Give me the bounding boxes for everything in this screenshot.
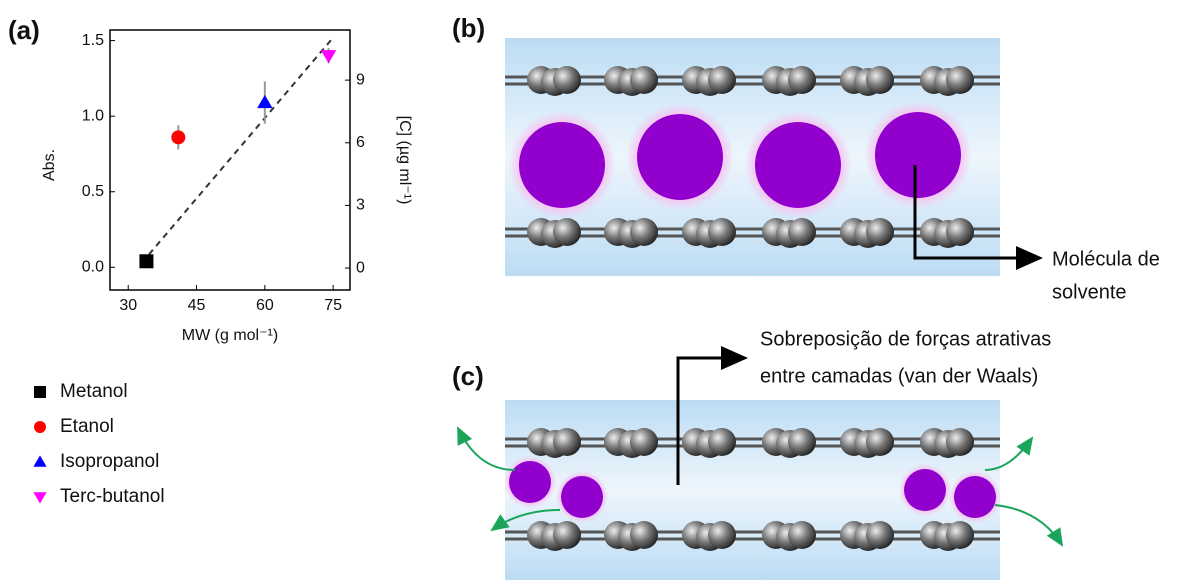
chart: 30 45 60 75 0.0 0.5 1.0 1.5 0 3 6 9 MW (g mol⁻¹) Abs.…: [33, 30, 412, 507]
legend-label: Etanol: [60, 416, 114, 437]
legend-label: Terc-butanol: [60, 486, 165, 507]
carbon-atom: [866, 66, 894, 94]
y2-tick-label: 6: [356, 134, 365, 151]
annotation: Molécula de: [1052, 248, 1160, 270]
carbon-atom: [788, 521, 816, 549]
carbon-atom: [553, 521, 581, 549]
carbon-atom: [788, 218, 816, 246]
x-tick-label: 75: [324, 297, 342, 314]
solvent-molecule: [509, 461, 551, 503]
annotation: solvente: [1052, 281, 1127, 303]
carbon-atom: [866, 218, 894, 246]
carbon-atom: [946, 66, 974, 94]
carbon-atom: [866, 521, 894, 549]
panel-label: (b): [452, 13, 485, 43]
x-tick-label: 45: [188, 297, 206, 314]
fit-line: [142, 38, 333, 263]
y2-tick-label: 3: [356, 197, 365, 214]
y2-tick-label: 0: [356, 259, 365, 276]
carbon-atom: [708, 218, 736, 246]
carbon-atom: [708, 428, 736, 456]
exit-arrow: [995, 505, 1062, 545]
carbon-atom: [553, 66, 581, 94]
carbon-atom: [946, 521, 974, 549]
x-axis-label: MW (g mol⁻¹): [182, 327, 278, 344]
carbon-atom: [708, 66, 736, 94]
carbon-atom: [553, 428, 581, 456]
carbon-atom: [630, 66, 658, 94]
marker: [34, 421, 46, 433]
panel-label: (a): [8, 15, 40, 45]
legend-label: Metanol: [60, 381, 128, 402]
y-tick-label: 1.0: [82, 107, 104, 124]
annotation: entre camadas (van der Waals): [760, 365, 1038, 387]
solvent-molecule: [755, 122, 841, 208]
carbon-atom: [946, 218, 974, 246]
carbon-atom: [630, 521, 658, 549]
y2-axis-label: [C] (µg ml⁻¹): [396, 116, 413, 205]
y-axis-label: Abs.: [41, 149, 58, 181]
carbon-atom: [946, 428, 974, 456]
carbon-atom: [630, 218, 658, 246]
carbon-atom: [553, 218, 581, 246]
marker: [34, 386, 46, 398]
solvent-molecule: [519, 122, 605, 208]
marker: [321, 50, 336, 63]
y-tick-label: 0.0: [82, 259, 104, 276]
carbon-atom: [788, 428, 816, 456]
annotation: Sobreposição de forças atrativas: [760, 328, 1051, 350]
y2-tick-label: 9: [356, 71, 365, 88]
carbon-atom: [708, 521, 736, 549]
solvent-molecule: [904, 469, 946, 511]
y-tick-label: 0.5: [82, 183, 104, 200]
marker: [171, 130, 185, 144]
legend-label: Isopropanol: [60, 451, 159, 472]
solvent-molecule: [637, 114, 723, 200]
marker: [33, 492, 46, 503]
carbon-atom: [866, 428, 894, 456]
diagram: Molécula de solvente Sobreposição de força…: [458, 38, 1160, 580]
marker: [257, 95, 272, 108]
carbon-atom: [630, 428, 658, 456]
carbon-atom: [788, 66, 816, 94]
y-tick-label: 1.5: [82, 32, 104, 49]
solvent-molecule: [954, 476, 996, 518]
marker: [139, 254, 153, 268]
marker: [33, 455, 46, 466]
solvent-molecule: [561, 476, 603, 518]
x-tick-label: 60: [256, 297, 274, 314]
figure: (a) (b) (c) Molécula de solvente Sobreposi…: [0, 0, 1199, 583]
x-tick-label: 30: [119, 297, 137, 314]
solvent-molecule: [875, 112, 961, 198]
panel-label: (c): [452, 361, 484, 391]
